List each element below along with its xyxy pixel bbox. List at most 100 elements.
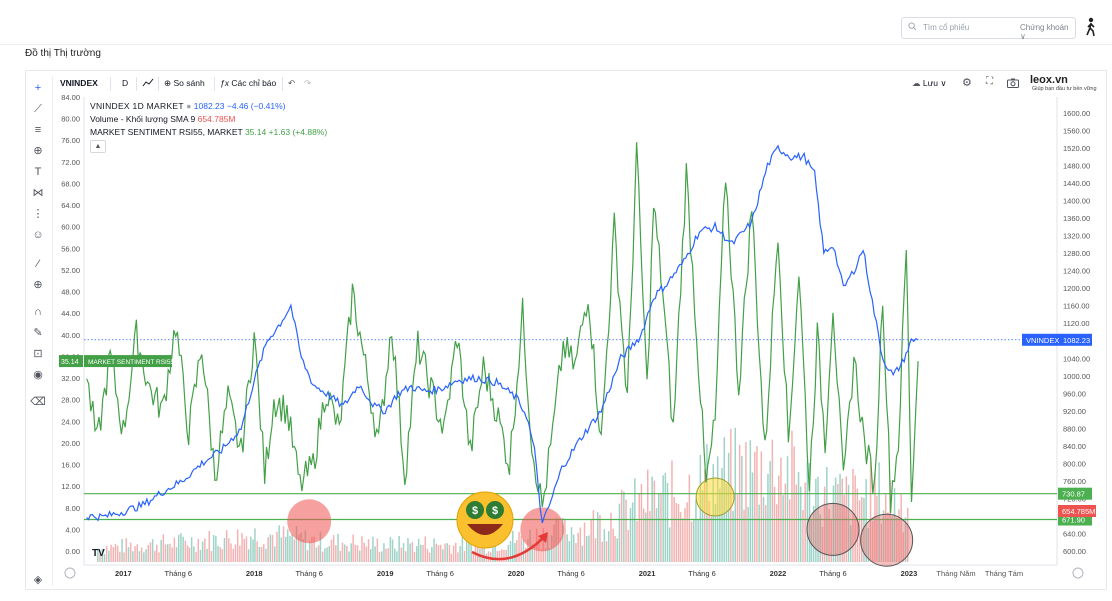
pattern-icon[interactable]: ⋈ xyxy=(32,187,44,199)
volume-bar xyxy=(319,531,322,562)
volume-bar xyxy=(378,552,381,562)
target-icon[interactable]: ⊕ xyxy=(33,145,43,157)
threshold-line-label: 730.87 xyxy=(1062,490,1085,499)
volume-bar xyxy=(481,543,483,562)
chevron-down-icon: ∨ xyxy=(1020,32,1026,41)
volume-bar xyxy=(786,456,789,562)
ruler-icon[interactable]: ⁄ xyxy=(37,258,39,270)
lock-icon[interactable]: ⊡ xyxy=(33,348,43,360)
layers-icon[interactable]: ◈ xyxy=(33,574,43,586)
volume-bar xyxy=(896,517,898,562)
walking-person-icon[interactable] xyxy=(1084,17,1098,37)
symbol-selector[interactable]: VNINDEX xyxy=(60,78,98,88)
volume-bar xyxy=(778,475,780,562)
volume-bar xyxy=(815,479,817,562)
volume-bar xyxy=(311,536,313,562)
left-axis-tick-label: 64.00 xyxy=(61,201,80,210)
fullscreen-icon[interactable]: ⛶ xyxy=(986,76,993,87)
right-axis-tick-label: 800.00 xyxy=(1063,459,1086,468)
right-axis-tick-label: 1240.00 xyxy=(1063,267,1090,276)
time-axis-tick-label: Tháng 6 xyxy=(426,569,454,578)
volume-bar xyxy=(282,526,285,562)
volume-bar xyxy=(636,521,638,562)
compare-button[interactable]: ⊕ So sánh xyxy=(164,78,205,89)
volume-bar xyxy=(370,549,372,562)
volume-bar xyxy=(754,452,756,562)
main-series-title: VNINDEX 1D MARKET xyxy=(90,101,184,111)
volume-bar xyxy=(579,527,582,562)
sentiment-value-badge xyxy=(59,355,83,368)
volume-bar xyxy=(274,546,276,562)
volume-bar xyxy=(182,536,184,562)
camera-icon[interactable] xyxy=(1007,78,1019,88)
volume-bar xyxy=(907,507,909,562)
volume-bar xyxy=(160,539,162,562)
stock-search-box[interactable]: Tìm cổ phiếu Chứng khoán ∨ xyxy=(901,17,1076,41)
volume-bar xyxy=(509,541,512,562)
volume-bar xyxy=(793,446,795,562)
volume-bar xyxy=(215,535,217,562)
main-series-change: −4.46 (−0.41%) xyxy=(226,101,286,111)
volume-bar xyxy=(271,535,274,562)
pencil-lock-icon[interactable]: ✎ xyxy=(33,327,43,339)
volume-bar xyxy=(608,531,610,562)
volume-bar xyxy=(677,503,680,562)
volume-bar xyxy=(409,543,411,562)
volume-bar xyxy=(627,530,629,562)
left-axis-tick-label: 84.00 xyxy=(61,93,80,102)
volume-bar xyxy=(496,551,499,562)
top-bar: Tìm cổ phiếu Chứng khoán ∨ xyxy=(0,0,1112,45)
trash-icon[interactable]: ⌫ xyxy=(30,396,46,408)
right-axis-tick-label: 1440.00 xyxy=(1063,179,1090,188)
volume-bar xyxy=(518,532,520,562)
function-icon: ƒx xyxy=(220,78,229,88)
zoom-in-icon[interactable]: ⊕ xyxy=(33,279,43,291)
money-eye-left-icon xyxy=(466,501,484,519)
volume-bar xyxy=(280,537,283,562)
legend-collapse-button[interactable]: ▲ xyxy=(90,140,106,153)
volume-bar xyxy=(285,536,287,562)
settings-gear-icon[interactable]: ⚙ xyxy=(962,77,972,89)
volume-bar xyxy=(154,550,156,562)
volume-bar xyxy=(394,548,396,562)
crosshair-icon[interactable]: + xyxy=(34,82,42,94)
volume-bar xyxy=(293,539,296,562)
volume-bar xyxy=(105,546,108,562)
volume-bar xyxy=(520,535,522,562)
redo-icon[interactable]: ↷ xyxy=(304,78,312,88)
volume-bar xyxy=(734,427,736,562)
trend-line-icon[interactable]: ⟋ xyxy=(34,103,42,115)
right-axis-tick-label: 840.00 xyxy=(1063,442,1086,451)
volume-bar xyxy=(300,532,302,562)
volume-bar xyxy=(195,551,197,562)
magnet-icon[interactable]: ∩ xyxy=(34,306,42,318)
volume-bar xyxy=(736,494,739,562)
undo-icon[interactable]: ↶ xyxy=(288,78,296,88)
volume-bar xyxy=(225,530,228,562)
brand-tagline: Giúp bạn đầu tư bền vững xyxy=(1032,86,1097,92)
volume-bar xyxy=(263,544,265,562)
volume-bar xyxy=(405,551,407,562)
volume-bar xyxy=(483,541,485,562)
text-tool-icon[interactable]: T xyxy=(34,166,42,178)
eye-icon[interactable]: ◉ xyxy=(33,369,43,381)
chart-type-icon[interactable] xyxy=(142,78,154,88)
horizontal-lines-icon[interactable]: ≡ xyxy=(34,124,42,136)
volume-bar xyxy=(302,539,304,562)
volume-bar xyxy=(298,534,300,562)
volume-bar xyxy=(767,474,769,562)
volume-bar xyxy=(424,536,426,562)
volume-bar xyxy=(145,549,147,562)
indicators-button[interactable]: ƒx Các chỉ báo xyxy=(220,78,276,88)
left-axis-tick-label: 12.00 xyxy=(61,482,80,491)
search-scope-select[interactable]: Chứng khoán ∨ xyxy=(1020,23,1075,41)
volume-bar xyxy=(876,495,878,562)
volume-bar xyxy=(492,543,494,562)
emoji-icon[interactable]: ☺ xyxy=(32,229,44,241)
save-button[interactable]: ☁ Lưu ∨ xyxy=(912,78,947,89)
right-axis-tick-label: 600.00 xyxy=(1063,547,1086,556)
brand-logo: leox.vn xyxy=(1030,74,1068,86)
interval-selector[interactable]: D xyxy=(122,78,129,88)
measure-icon[interactable]: ⋮ xyxy=(32,208,44,220)
